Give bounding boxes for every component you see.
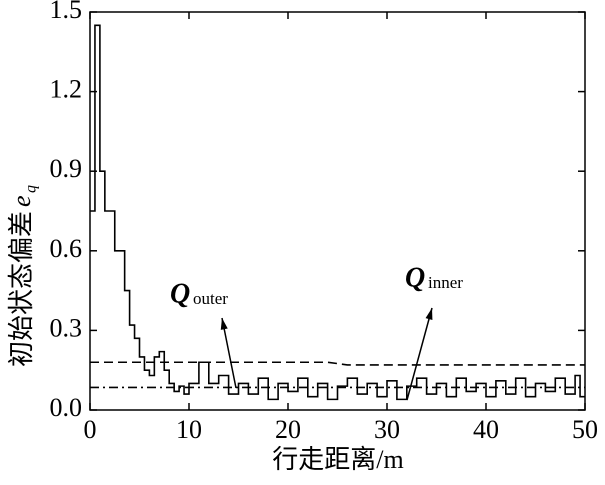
series-line xyxy=(90,361,585,366)
annotation-symbol: Q xyxy=(170,278,190,309)
x-tick-label: 50 xyxy=(572,415,598,444)
y-axis-symbol: e xyxy=(7,195,36,207)
plot-frame xyxy=(89,11,586,411)
y-tick-label: 0.9 xyxy=(50,154,83,183)
annotation-symbol: Q xyxy=(405,262,425,293)
y-tick-label: 0.3 xyxy=(50,313,83,342)
y-tick-label: 0.0 xyxy=(50,393,83,422)
annotation-arrow xyxy=(221,317,237,389)
x-tick-label: 0 xyxy=(84,415,97,444)
y-axis-label-group: 初始状态偏差 e q xyxy=(7,185,40,367)
y-tick-label: 1.2 xyxy=(50,75,83,104)
y-tick-label: 1.5 xyxy=(50,0,83,24)
annotation-subscript: outer xyxy=(193,289,228,308)
y-tick-label: 0.6 xyxy=(50,234,83,263)
annotation-arrowhead xyxy=(425,308,433,320)
annotation-arrowhead xyxy=(220,318,228,330)
x-tick-label: 40 xyxy=(473,415,499,444)
annotation-arrow xyxy=(406,307,433,401)
x-axis-label: 行走距离/m xyxy=(272,445,403,474)
y-axis-label: 初始状态偏差 xyxy=(7,211,36,367)
annotation-subscript: inner xyxy=(428,273,463,292)
series-line xyxy=(90,24,585,401)
x-tick-label: 10 xyxy=(176,415,202,444)
x-tick-label: 20 xyxy=(275,415,301,444)
x-tick-label: 30 xyxy=(374,415,400,444)
y-axis-subscript: q xyxy=(23,185,40,193)
